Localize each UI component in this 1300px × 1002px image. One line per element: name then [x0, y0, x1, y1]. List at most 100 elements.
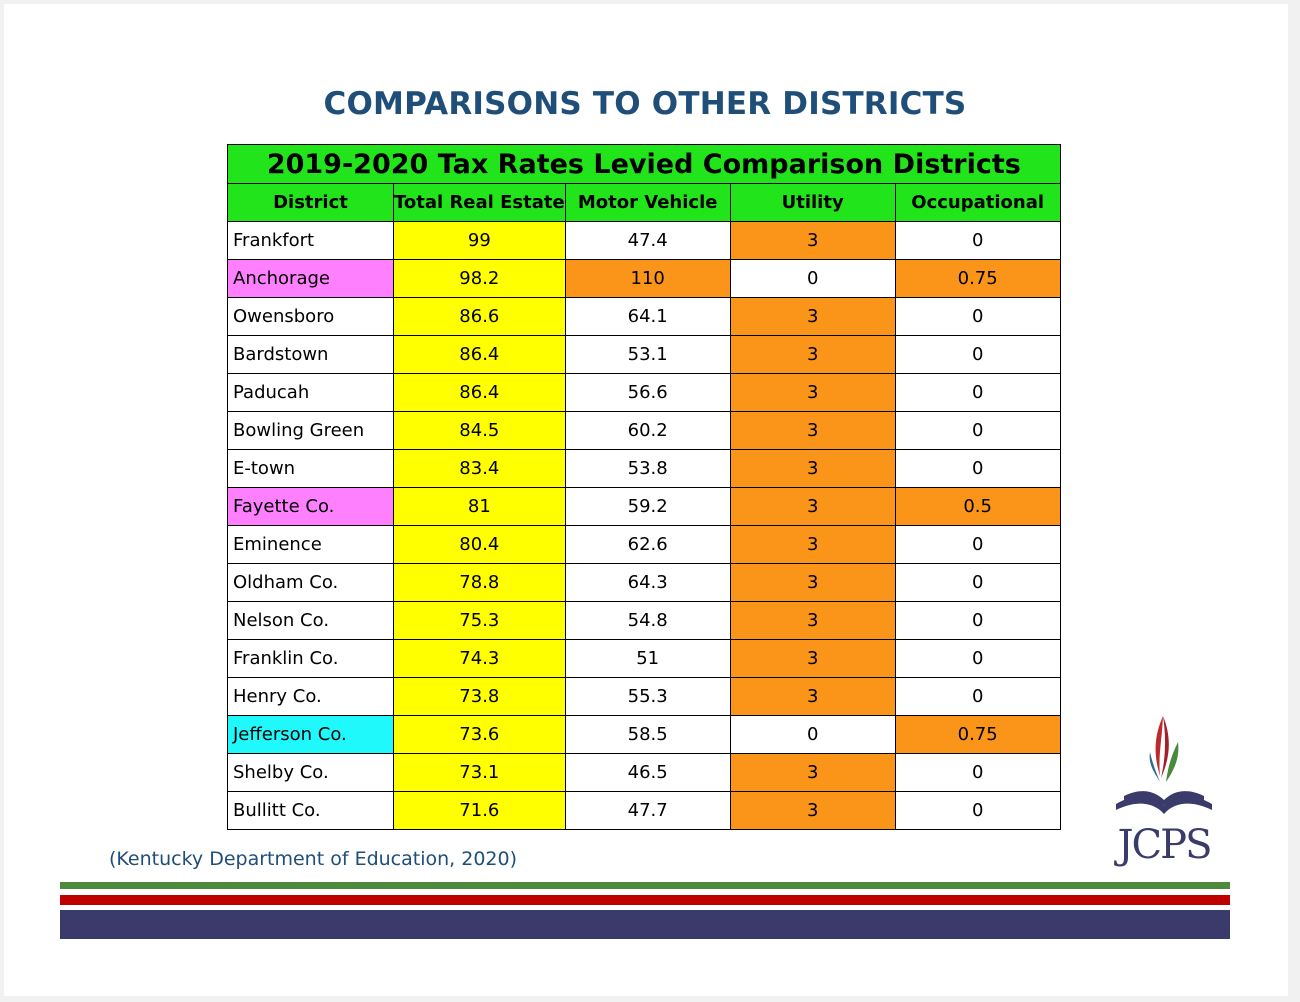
real-estate-cell: 83.4 — [393, 449, 566, 488]
tax-rates-table: 2019-2020 Tax Rates Levied Comparison Di… — [227, 144, 1061, 830]
utility-cell: 3 — [729, 335, 896, 374]
table-row: Shelby Co. 73.1 46.5 3 0 — [227, 753, 1061, 792]
real-estate-cell: 86.4 — [393, 335, 566, 374]
real-estate-cell: 73.6 — [393, 715, 566, 754]
table-row: Fayette Co. 81 59.2 3 0.5 — [227, 487, 1061, 526]
header-real-estate: Total Real Estate — [393, 183, 566, 222]
utility-cell: 3 — [729, 221, 896, 260]
district-cell: Nelson Co. — [227, 601, 394, 640]
motor-vehicle-cell: 64.3 — [564, 563, 731, 602]
real-estate-cell: 75.3 — [393, 601, 566, 640]
table-caption: 2019-2020 Tax Rates Levied Comparison Di… — [227, 144, 1061, 184]
table-row: Bardstown 86.4 53.1 3 0 — [227, 335, 1061, 374]
motor-vehicle-cell: 64.1 — [564, 297, 731, 336]
occupational-cell: 0 — [894, 601, 1061, 640]
occupational-cell: 0 — [894, 791, 1061, 830]
occupational-cell: 0 — [894, 677, 1061, 716]
real-estate-cell: 74.3 — [393, 639, 566, 678]
table-row: Bullitt Co. 71.6 47.7 3 0 — [227, 791, 1061, 830]
utility-cell: 0 — [729, 259, 896, 298]
occupational-cell: 0 — [894, 563, 1061, 602]
book-flame-icon — [1116, 716, 1212, 814]
source-note: (Kentucky Department of Education, 2020) — [109, 848, 518, 870]
real-estate-cell: 78.8 — [393, 563, 566, 602]
table-row: Nelson Co. 75.3 54.8 3 0 — [227, 601, 1061, 640]
table-row: Frankfort 99 47.4 3 0 — [227, 221, 1061, 260]
occupational-cell: 0.5 — [894, 487, 1061, 526]
table-row: Paducah 86.4 56.6 3 0 — [227, 373, 1061, 412]
occupational-cell: 0 — [894, 373, 1061, 412]
motor-vehicle-cell: 110 — [564, 259, 731, 298]
district-cell: Shelby Co. — [227, 753, 394, 792]
utility-cell: 3 — [729, 297, 896, 336]
motor-vehicle-cell: 53.8 — [564, 449, 731, 488]
utility-cell: 3 — [729, 677, 896, 716]
motor-vehicle-cell: 47.4 — [564, 221, 731, 260]
real-estate-cell: 81 — [393, 487, 566, 526]
table-row: Eminence 80.4 62.6 3 0 — [227, 525, 1061, 564]
occupational-cell: 0 — [894, 753, 1061, 792]
table-header-row: District Total Real Estate Motor Vehicle… — [227, 183, 1061, 222]
table-row: Oldham Co. 78.8 64.3 3 0 — [227, 563, 1061, 602]
district-cell: Anchorage — [227, 259, 394, 298]
utility-cell: 3 — [729, 525, 896, 564]
occupational-cell: 0 — [894, 297, 1061, 336]
occupational-cell: 0 — [894, 449, 1061, 488]
district-cell: Oldham Co. — [227, 563, 394, 602]
district-cell: Bowling Green — [227, 411, 394, 450]
district-cell: Bardstown — [227, 335, 394, 374]
motor-vehicle-cell: 54.8 — [564, 601, 731, 640]
real-estate-cell: 86.4 — [393, 373, 566, 412]
motor-vehicle-cell: 53.1 — [564, 335, 731, 374]
motor-vehicle-cell: 51 — [564, 639, 731, 678]
real-estate-cell: 80.4 — [393, 525, 566, 564]
footer-bar-navy — [60, 910, 1230, 939]
motor-vehicle-cell: 47.7 — [564, 791, 731, 830]
real-estate-cell: 86.6 — [393, 297, 566, 336]
district-cell: Franklin Co. — [227, 639, 394, 678]
table-row: Anchorage 98.2 110 0 0.75 — [227, 259, 1061, 298]
district-cell: Owensboro — [227, 297, 394, 336]
district-cell: Fayette Co. — [227, 487, 394, 526]
utility-cell: 3 — [729, 753, 896, 792]
table-row: Jefferson Co. 73.6 58.5 0 0.75 — [227, 715, 1061, 754]
page-title: COMPARISONS TO OTHER DISTRICTS — [323, 86, 967, 122]
footer-bar-green — [60, 882, 1230, 889]
occupational-cell: 0 — [894, 335, 1061, 374]
table-row: Henry Co. 73.8 55.3 3 0 — [227, 677, 1061, 716]
utility-cell: 0 — [729, 715, 896, 754]
district-cell: Henry Co. — [227, 677, 394, 716]
utility-cell: 3 — [729, 449, 896, 488]
motor-vehicle-cell: 46.5 — [564, 753, 731, 792]
table-row: Owensboro 86.6 64.1 3 0 — [227, 297, 1061, 336]
header-occupational: Occupational — [894, 183, 1061, 222]
table-row: Bowling Green 84.5 60.2 3 0 — [227, 411, 1061, 450]
real-estate-cell: 99 — [393, 221, 566, 260]
table-row: Franklin Co. 74.3 51 3 0 — [227, 639, 1061, 678]
real-estate-cell: 73.8 — [393, 677, 566, 716]
motor-vehicle-cell: 59.2 — [564, 487, 731, 526]
district-cell: Frankfort — [227, 221, 394, 260]
real-estate-cell: 98.2 — [393, 259, 566, 298]
motor-vehicle-cell: 55.3 — [564, 677, 731, 716]
district-cell: Jefferson Co. — [227, 715, 394, 754]
jcps-logo: JCPS — [1108, 712, 1220, 872]
occupational-cell: 0 — [894, 639, 1061, 678]
district-cell: Bullitt Co. — [227, 791, 394, 830]
logo-text: JCPS — [1117, 822, 1213, 868]
utility-cell: 3 — [729, 373, 896, 412]
utility-cell: 3 — [729, 487, 896, 526]
header-district: District — [227, 183, 394, 222]
footer-bar-red — [60, 895, 1230, 905]
utility-cell: 3 — [729, 601, 896, 640]
utility-cell: 3 — [729, 639, 896, 678]
utility-cell: 3 — [729, 411, 896, 450]
real-estate-cell: 84.5 — [393, 411, 566, 450]
occupational-cell: 0.75 — [894, 259, 1061, 298]
motor-vehicle-cell: 58.5 — [564, 715, 731, 754]
real-estate-cell: 73.1 — [393, 753, 566, 792]
district-cell: Eminence — [227, 525, 394, 564]
utility-cell: 3 — [729, 563, 896, 602]
occupational-cell: 0 — [894, 411, 1061, 450]
table-row: E-town 83.4 53.8 3 0 — [227, 449, 1061, 488]
